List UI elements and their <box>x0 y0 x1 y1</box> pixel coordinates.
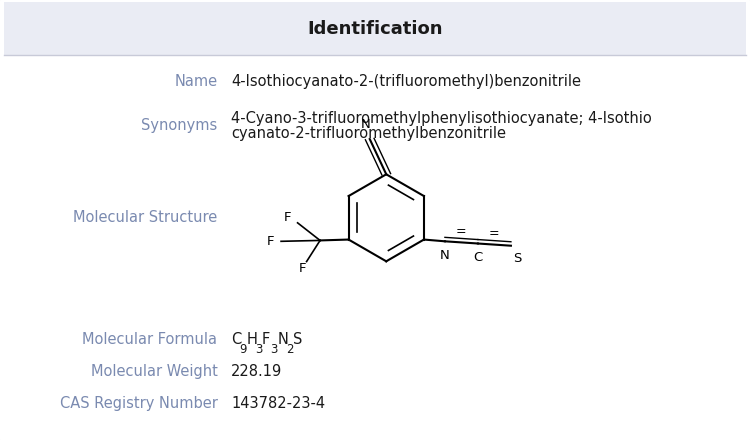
Text: 2: 2 <box>286 343 293 356</box>
Text: F: F <box>262 332 270 347</box>
Text: Molecular Weight: Molecular Weight <box>91 364 218 379</box>
Text: N: N <box>360 118 370 131</box>
Text: N: N <box>278 332 288 347</box>
Text: Name: Name <box>174 74 217 89</box>
Text: C: C <box>473 251 482 264</box>
Text: S: S <box>513 252 521 265</box>
Text: S: S <box>292 332 302 347</box>
Text: =: = <box>489 227 500 240</box>
Text: H: H <box>246 332 257 347</box>
Text: Identification: Identification <box>308 20 442 37</box>
Text: 143782-23-4: 143782-23-4 <box>231 396 326 411</box>
Text: 3: 3 <box>271 343 278 356</box>
Text: CAS Registry Number: CAS Registry Number <box>59 396 217 411</box>
Text: 3: 3 <box>255 343 262 356</box>
Text: 4-Cyano-3-trifluoromethylphenylisothiocyanate; 4-Isothio: 4-Cyano-3-trifluoromethylphenylisothiocy… <box>231 111 652 126</box>
Text: 228.19: 228.19 <box>231 364 282 379</box>
Bar <box>4 2 746 55</box>
Text: Molecular Structure: Molecular Structure <box>74 210 217 225</box>
Text: Synonyms: Synonyms <box>141 118 218 133</box>
Text: F: F <box>284 211 291 224</box>
Text: F: F <box>267 235 274 248</box>
Text: =: = <box>456 225 466 238</box>
Text: F: F <box>299 262 307 275</box>
Text: cyanato-2-trifluoromethylbenzonitrile: cyanato-2-trifluoromethylbenzonitrile <box>231 126 506 141</box>
Text: 9: 9 <box>240 343 248 356</box>
Text: N: N <box>440 249 450 262</box>
Text: Molecular Formula: Molecular Formula <box>82 332 218 347</box>
Text: 4-Isothiocyanato-2-(trifluoromethyl)benzonitrile: 4-Isothiocyanato-2-(trifluoromethyl)benz… <box>231 74 581 89</box>
Text: C: C <box>231 332 242 347</box>
